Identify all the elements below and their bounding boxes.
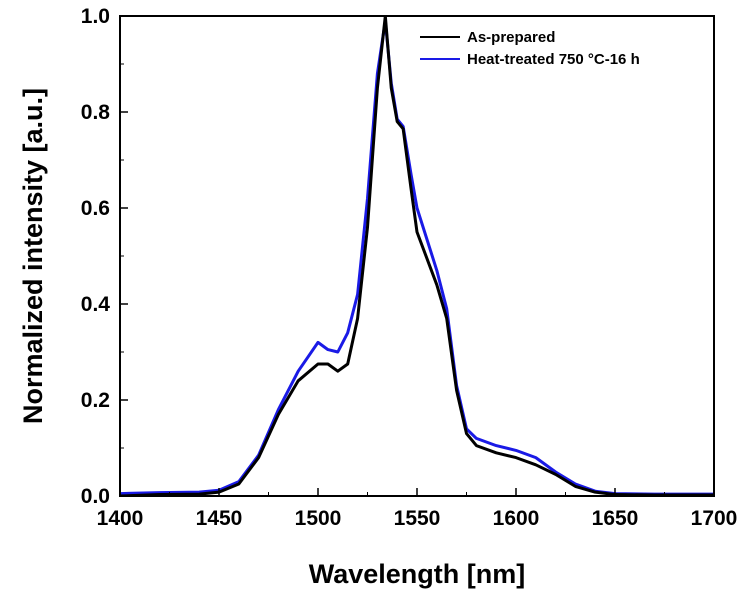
legend-label: As-prepared bbox=[467, 29, 555, 46]
x-tick-label: 1450 bbox=[196, 507, 243, 530]
y-axis-title: Normalized intensity [a.u.] bbox=[18, 88, 48, 424]
legend-label: Heat-treated 750 °C-16 h bbox=[467, 51, 640, 68]
y-tick-label: 0.4 bbox=[81, 293, 111, 316]
x-tick-label: 1700 bbox=[691, 507, 738, 530]
plot-frame bbox=[119, 15, 715, 497]
y-tick-label: 0.8 bbox=[81, 101, 111, 124]
y-tick-label: 0.0 bbox=[81, 485, 110, 508]
series-line-as-prepared bbox=[120, 16, 714, 496]
x-axis-title: Wavelength [nm] bbox=[309, 559, 526, 589]
x-tick-label: 1600 bbox=[493, 507, 540, 530]
y-tick-label: 0.6 bbox=[81, 197, 110, 220]
x-tick-label: 1550 bbox=[394, 507, 441, 530]
x-tick-label: 1500 bbox=[295, 507, 342, 530]
y-tick-label: 0.2 bbox=[81, 389, 110, 412]
y-tick-label: 1.0 bbox=[81, 5, 110, 28]
x-tick-label: 1650 bbox=[592, 507, 639, 530]
x-tick-label: 1400 bbox=[97, 507, 144, 530]
legend: As-prepared Heat-treated 750 °C-16 h bbox=[420, 29, 640, 68]
series-line-heat-treated bbox=[120, 19, 714, 496]
